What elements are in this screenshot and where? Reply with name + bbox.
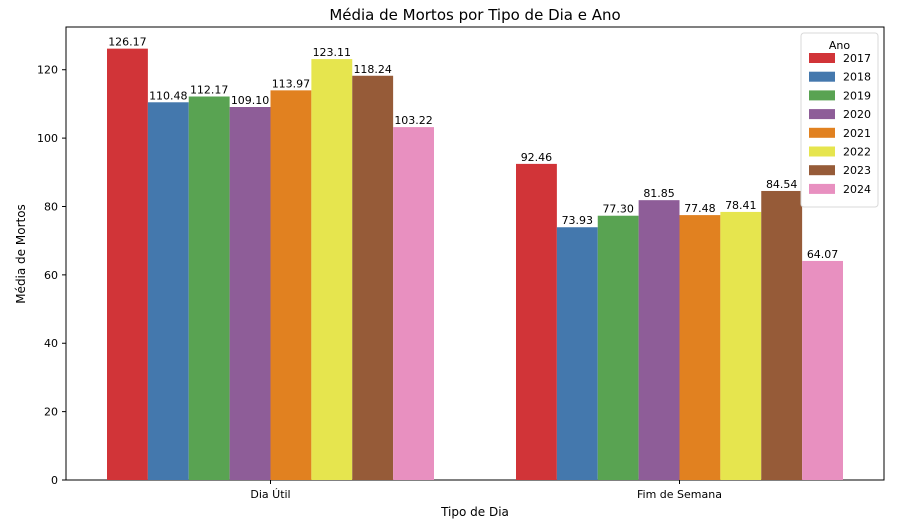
data-label-2022-0: 123.11 [313,46,352,59]
bar-2018-0 [147,102,189,480]
legend-swatch-2023 [809,165,835,176]
bar-2023-1 [761,190,803,480]
legend-swatch-2022 [809,146,835,157]
legend-label-2018: 2018 [843,71,871,84]
chart-title: Média de Mortos por Tipo de Dia e Ano [329,6,620,24]
data-label-2019-1: 77.30 [602,203,634,216]
y-tick-label-3: 60 [44,269,58,282]
data-label-2023-0: 118.24 [353,63,392,76]
bar-2017-1 [516,163,557,480]
data-label-2020-0: 109.10 [231,94,270,107]
bar-2019-1 [597,215,639,481]
y-tick-label-4: 80 [44,200,58,213]
data-label-2018-1: 73.93 [562,214,594,227]
legend-label-2020: 2020 [843,108,871,121]
bar-2024-0 [393,127,434,480]
y-tick-label-2: 40 [44,337,58,350]
legend-title: Ano [829,39,850,52]
x-tick-label-1: Fim de Semana [637,488,722,501]
data-label-2020-1: 81.85 [643,187,675,200]
legend-label-2017: 2017 [843,52,871,65]
legend-swatch-2020 [809,109,835,120]
data-label-2017-0: 126.17 [108,36,147,49]
legend-label-2019: 2019 [843,89,871,102]
legend-swatch-2018 [809,71,835,82]
legend-swatch-2017 [809,53,835,63]
legend-label-2021: 2021 [843,127,871,140]
data-label-2023-1: 84.54 [766,178,798,191]
bar-2023-0 [352,75,394,481]
legend-swatch-2024 [809,183,835,194]
bar-2019-0 [188,96,230,480]
y-tick-label-6: 120 [37,64,58,77]
legend-label-2024: 2024 [843,183,871,196]
x-tick-label-0: Dia Útil [250,488,290,501]
bar-2018-1 [556,227,598,480]
y-tick-label-5: 100 [37,132,58,145]
legend-label-2022: 2022 [843,146,871,159]
data-label-2021-1: 77.48 [684,202,716,215]
legend-swatch-2019 [809,90,835,101]
y-tick-label-1: 20 [44,406,58,419]
bar-2021-1 [679,215,721,480]
bar-2017-0 [107,48,148,481]
y-axis-label: Média de Mortos [14,204,28,304]
bar-2022-0 [311,59,353,480]
bar-2022-1 [720,211,762,480]
data-label-2018-0: 110.48 [149,89,188,102]
bar-2020-0 [229,107,271,480]
data-label-2019-0: 112.17 [190,84,229,97]
data-label-2017-1: 92.46 [521,151,553,164]
y-tick-label-0: 0 [51,474,58,487]
bar-2024-1 [802,260,843,480]
data-label-2024-1: 64.07 [807,248,839,261]
legend-label-2023: 2023 [843,164,871,177]
data-label-2024-0: 103.22 [394,114,433,127]
data-label-2022-1: 78.41 [725,199,757,212]
legend-swatch-2021 [809,127,835,138]
data-label-2021-0: 113.97 [272,77,311,90]
plot-area: 0 20 40 60 80 100 120 Dia Útil Fim de Semana 126.… [37,26,885,501]
bar-2021-0 [270,90,312,480]
x-axis-label: Tipo de Dia [440,505,509,519]
plot-frame [65,26,885,481]
bar-2020-1 [638,200,680,481]
